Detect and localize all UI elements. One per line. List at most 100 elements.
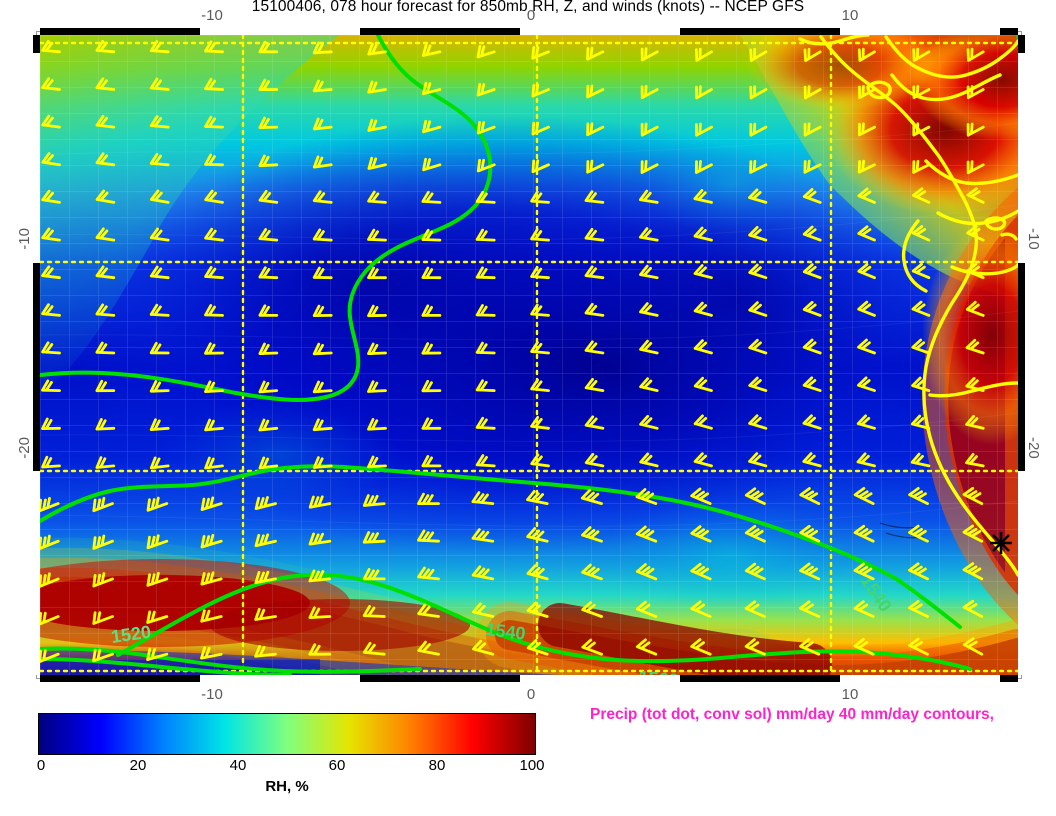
wind-barb — [40, 649, 60, 664]
wind-barb — [95, 39, 116, 54]
wind-barb — [149, 418, 170, 431]
wind-barb — [908, 600, 929, 618]
wind-barb — [417, 603, 440, 618]
wind-barb — [802, 376, 822, 392]
wind-barb — [799, 600, 821, 618]
svg-text:1540: 1540 — [485, 619, 527, 644]
wind-barb — [95, 341, 116, 355]
wind-barb — [531, 83, 550, 98]
wind-barb — [749, 159, 768, 174]
wind-barb — [693, 226, 713, 242]
wind-barb — [41, 152, 61, 167]
wind-barb — [911, 225, 931, 242]
colorbar-ticks: 0 20 40 60 80 100 — [0, 757, 1056, 777]
x-tick-bottom-3: 10 — [841, 686, 859, 703]
wind-barb — [748, 338, 768, 355]
wind-barb — [367, 304, 387, 318]
wind-barb — [693, 189, 713, 204]
wind-barb — [204, 189, 224, 204]
wind-barb — [531, 159, 550, 174]
wind-barb — [857, 47, 876, 62]
axis-bar-bottom — [40, 675, 1018, 682]
wind-barb — [421, 379, 442, 393]
wind-barb — [856, 452, 876, 468]
wind-barb — [149, 456, 170, 470]
wind-barb — [200, 496, 223, 511]
wind-barb — [639, 339, 659, 355]
wind-barb — [635, 563, 658, 581]
wind-barb — [530, 453, 550, 468]
wind-barb — [857, 159, 876, 174]
wind-barb — [802, 225, 822, 242]
wind-barb — [912, 47, 931, 62]
wind-barb — [367, 190, 387, 204]
wind-barb — [530, 190, 550, 204]
wind-barb — [530, 303, 550, 317]
wind-barb — [802, 300, 822, 317]
axis-bar-top — [40, 28, 1018, 35]
wind-barb — [584, 377, 605, 392]
wind-barb — [693, 414, 713, 430]
wind-barb — [95, 418, 116, 431]
wind-barb — [312, 266, 333, 280]
colorbar-tick-80: 80 — [428, 757, 446, 774]
wind-barb — [857, 225, 876, 242]
wind-barb — [258, 342, 279, 355]
wind-barb — [41, 341, 61, 355]
wind-barb — [471, 528, 495, 543]
colorbar-tick-60: 60 — [328, 757, 346, 774]
wind-barb — [690, 487, 712, 505]
wind-barb — [748, 263, 768, 280]
wind-barb — [749, 85, 768, 100]
wind-barb — [421, 266, 442, 280]
wind-barb — [744, 562, 766, 581]
gridlines — [40, 35, 1018, 675]
wind-barb — [530, 378, 550, 392]
wind-barb — [858, 122, 876, 137]
wind-barb — [802, 414, 822, 430]
wind-barb — [799, 524, 821, 543]
wind-barb — [802, 188, 822, 204]
wind-barb — [584, 302, 605, 317]
wind-barb — [476, 158, 496, 173]
wind-barb — [966, 85, 985, 100]
wind-barb — [531, 121, 550, 136]
wind-barb — [41, 189, 61, 204]
wind-barb — [908, 562, 929, 581]
wind-barb — [803, 159, 822, 174]
wind-barb — [312, 190, 333, 204]
wind-barb — [308, 569, 332, 583]
wind-barb — [95, 265, 116, 280]
wind-barb — [92, 534, 114, 550]
wind-barb — [40, 534, 60, 551]
wind-barb — [802, 452, 822, 468]
colorbar-tick-40: 40 — [229, 757, 247, 774]
wind-barb — [693, 339, 713, 355]
wind-barb — [857, 263, 876, 280]
station-marker — [990, 532, 1012, 554]
wind-barb — [367, 380, 387, 393]
wind-barb — [254, 533, 277, 548]
wind-barb — [640, 85, 659, 99]
wind-barb — [695, 122, 713, 137]
wind-barb — [803, 85, 822, 100]
wind-barb — [966, 122, 985, 137]
wind-barb — [693, 301, 713, 317]
wind-barb — [911, 414, 931, 430]
wind-barb — [200, 533, 223, 549]
wind-barb — [526, 490, 549, 505]
wind-barb — [258, 266, 279, 280]
wind-barb — [586, 46, 605, 61]
wind-barb — [421, 228, 442, 242]
x-tick-bottom-2: 0 — [526, 686, 536, 703]
wind-barb — [749, 47, 768, 62]
wind-barb — [204, 456, 224, 470]
wind-barb — [690, 525, 712, 543]
wind-barb — [200, 646, 223, 660]
wind-barb — [690, 600, 712, 618]
wind-barb — [312, 117, 333, 131]
wind-barb — [640, 122, 659, 137]
wind-barb — [149, 265, 170, 280]
wind-barb — [41, 40, 61, 54]
wind-barb — [640, 160, 659, 174]
